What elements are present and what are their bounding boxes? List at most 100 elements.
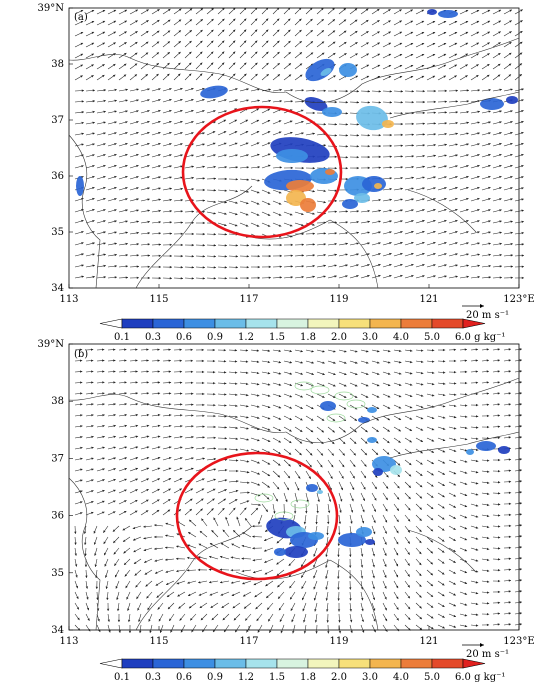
shading-cell [498,446,510,454]
lon-label: 113 [59,294,78,305]
panel-a-boundary-4 [329,219,379,289]
shading-cell [356,527,372,537]
shading-cell [382,120,394,128]
colorbar-tick-label: 5.0 [424,332,440,343]
panel-b-lat-labels: 39°N 38 37 36 35 34 [38,339,73,636]
colorbar-tick-label: 1.2 [238,672,254,683]
colorbar-segment [245,658,278,669]
shading-cell [362,176,386,192]
shading-cell [284,546,308,558]
colorbar-tick-label: 0.1 [114,672,130,683]
colorbar-segment [307,318,340,329]
colorbar-segment [338,318,371,329]
shading-cell [304,97,328,111]
contour-mark [274,511,294,521]
lat-label: 34 [51,283,64,294]
panel-a-lat-labels: 39°N 38 37 36 35 34 [38,3,73,294]
colorbar-segment [121,658,154,669]
colorbar-tick-label: 3.0 [362,332,378,343]
shading-cell [373,468,383,476]
shading-cell [276,149,308,163]
lat-label: 34 [51,625,64,636]
lon-label: 113 [59,636,78,647]
contour-mark [290,499,310,509]
shading-cell [338,533,366,547]
panel-a-boundary-3 [135,185,253,289]
panel-b-highlight-circle [175,451,339,581]
colorbar-segment [214,318,247,329]
shading-cell [367,407,377,413]
shading-cell [438,10,458,18]
shading-cell [466,449,474,455]
lat-label: 38 [51,396,64,407]
contour-mark [334,391,354,401]
lon-label: 123°E [503,294,534,305]
lat-label: 37 [51,453,64,464]
lon-label: 121 [419,294,438,305]
shading-cell [325,169,335,175]
shading-cell [365,539,375,545]
panel-a-tag: (a) [74,12,88,23]
contour-mark [254,493,274,503]
colorbar-tick-label: 1.5 [269,332,285,343]
panel-a-coast-2 [389,91,520,119]
lat-label: 36 [51,171,64,182]
lat-label: 35 [51,568,64,579]
lat-label: 38 [51,59,64,70]
shading-cell [354,193,370,203]
colorbar-segment [152,658,185,669]
colorbar-segment [183,658,216,669]
panel-b-coast-2 [389,431,520,459]
contour-mark [310,385,330,395]
colorbar-right-triangle [462,658,486,669]
shading-cell [476,441,496,451]
colorbar-tick-label: 0.3 [145,332,161,343]
panel-a-highlight-circle [181,105,343,239]
colorbar-tick-label: 0.9 [207,332,223,343]
shading-cell [320,401,336,411]
colorbar-tick-label: 0.1 [114,332,130,343]
shading-cell [480,98,504,110]
shading-cell [300,198,316,212]
colorbar-tick-label: 4.0 [393,672,409,683]
panel-a-boundaries [68,37,520,289]
shading-cell [306,484,318,492]
panel-a-scale-label: 20 m s⁻¹ [466,310,509,321]
colorbar-b: 0.1 0.3 0.6 0.9 1.2 1.5 1.8 2.0 3.0 4.0 5.0 6.0 g k… [99,658,505,683]
shading-cell [308,532,324,540]
lon-label: 119 [329,636,348,647]
shading-cell [274,548,286,556]
shading-cell [200,85,228,99]
colorbar-tick-label: 4.0 [393,332,409,343]
panel-a-coast-1 [285,37,520,104]
panel-b-coast-1 [285,377,520,444]
colorbar-segment [369,658,402,669]
colorbar-tick-label: 5.0 [424,672,440,683]
lat-label: 35 [51,227,64,238]
panel-a-boundary-1 [68,134,101,289]
shading-cell [427,9,437,15]
colorbar-segment [431,318,464,329]
shading-cell [356,105,388,131]
colorbar-tick-label: 1.8 [300,672,316,683]
colorbar-segment [183,318,216,329]
lon-label: 117 [239,636,258,647]
shading-cell [305,58,335,82]
shading-cell [286,180,314,192]
colorbar-tick-label: 3.0 [362,672,378,683]
colorbar-segment [338,658,371,669]
colorbar-segment [121,318,154,329]
colorbar-segment [276,318,309,329]
panel-b-tag: (b) [74,349,88,360]
colorbar-left-triangle [99,318,123,329]
contour-mark [326,413,346,423]
panel-b-scale-arrow: 20 m s⁻¹ [462,643,509,660]
colorbar-a: 0.1 0.3 0.6 0.9 1.2 1.5 1.8 2.0 3.0 4.0 5.0 6.0 g k… [99,318,505,343]
colorbar-tick-label: 6.0 g kg⁻¹ [455,672,505,683]
contour-mark [346,399,366,409]
colorbar-tick-label: 6.0 g kg⁻¹ [455,332,505,343]
colorbar-segment [400,318,433,329]
colorbar-segment [400,658,433,669]
colorbar-segment [369,318,402,329]
lon-label: 115 [149,636,168,647]
